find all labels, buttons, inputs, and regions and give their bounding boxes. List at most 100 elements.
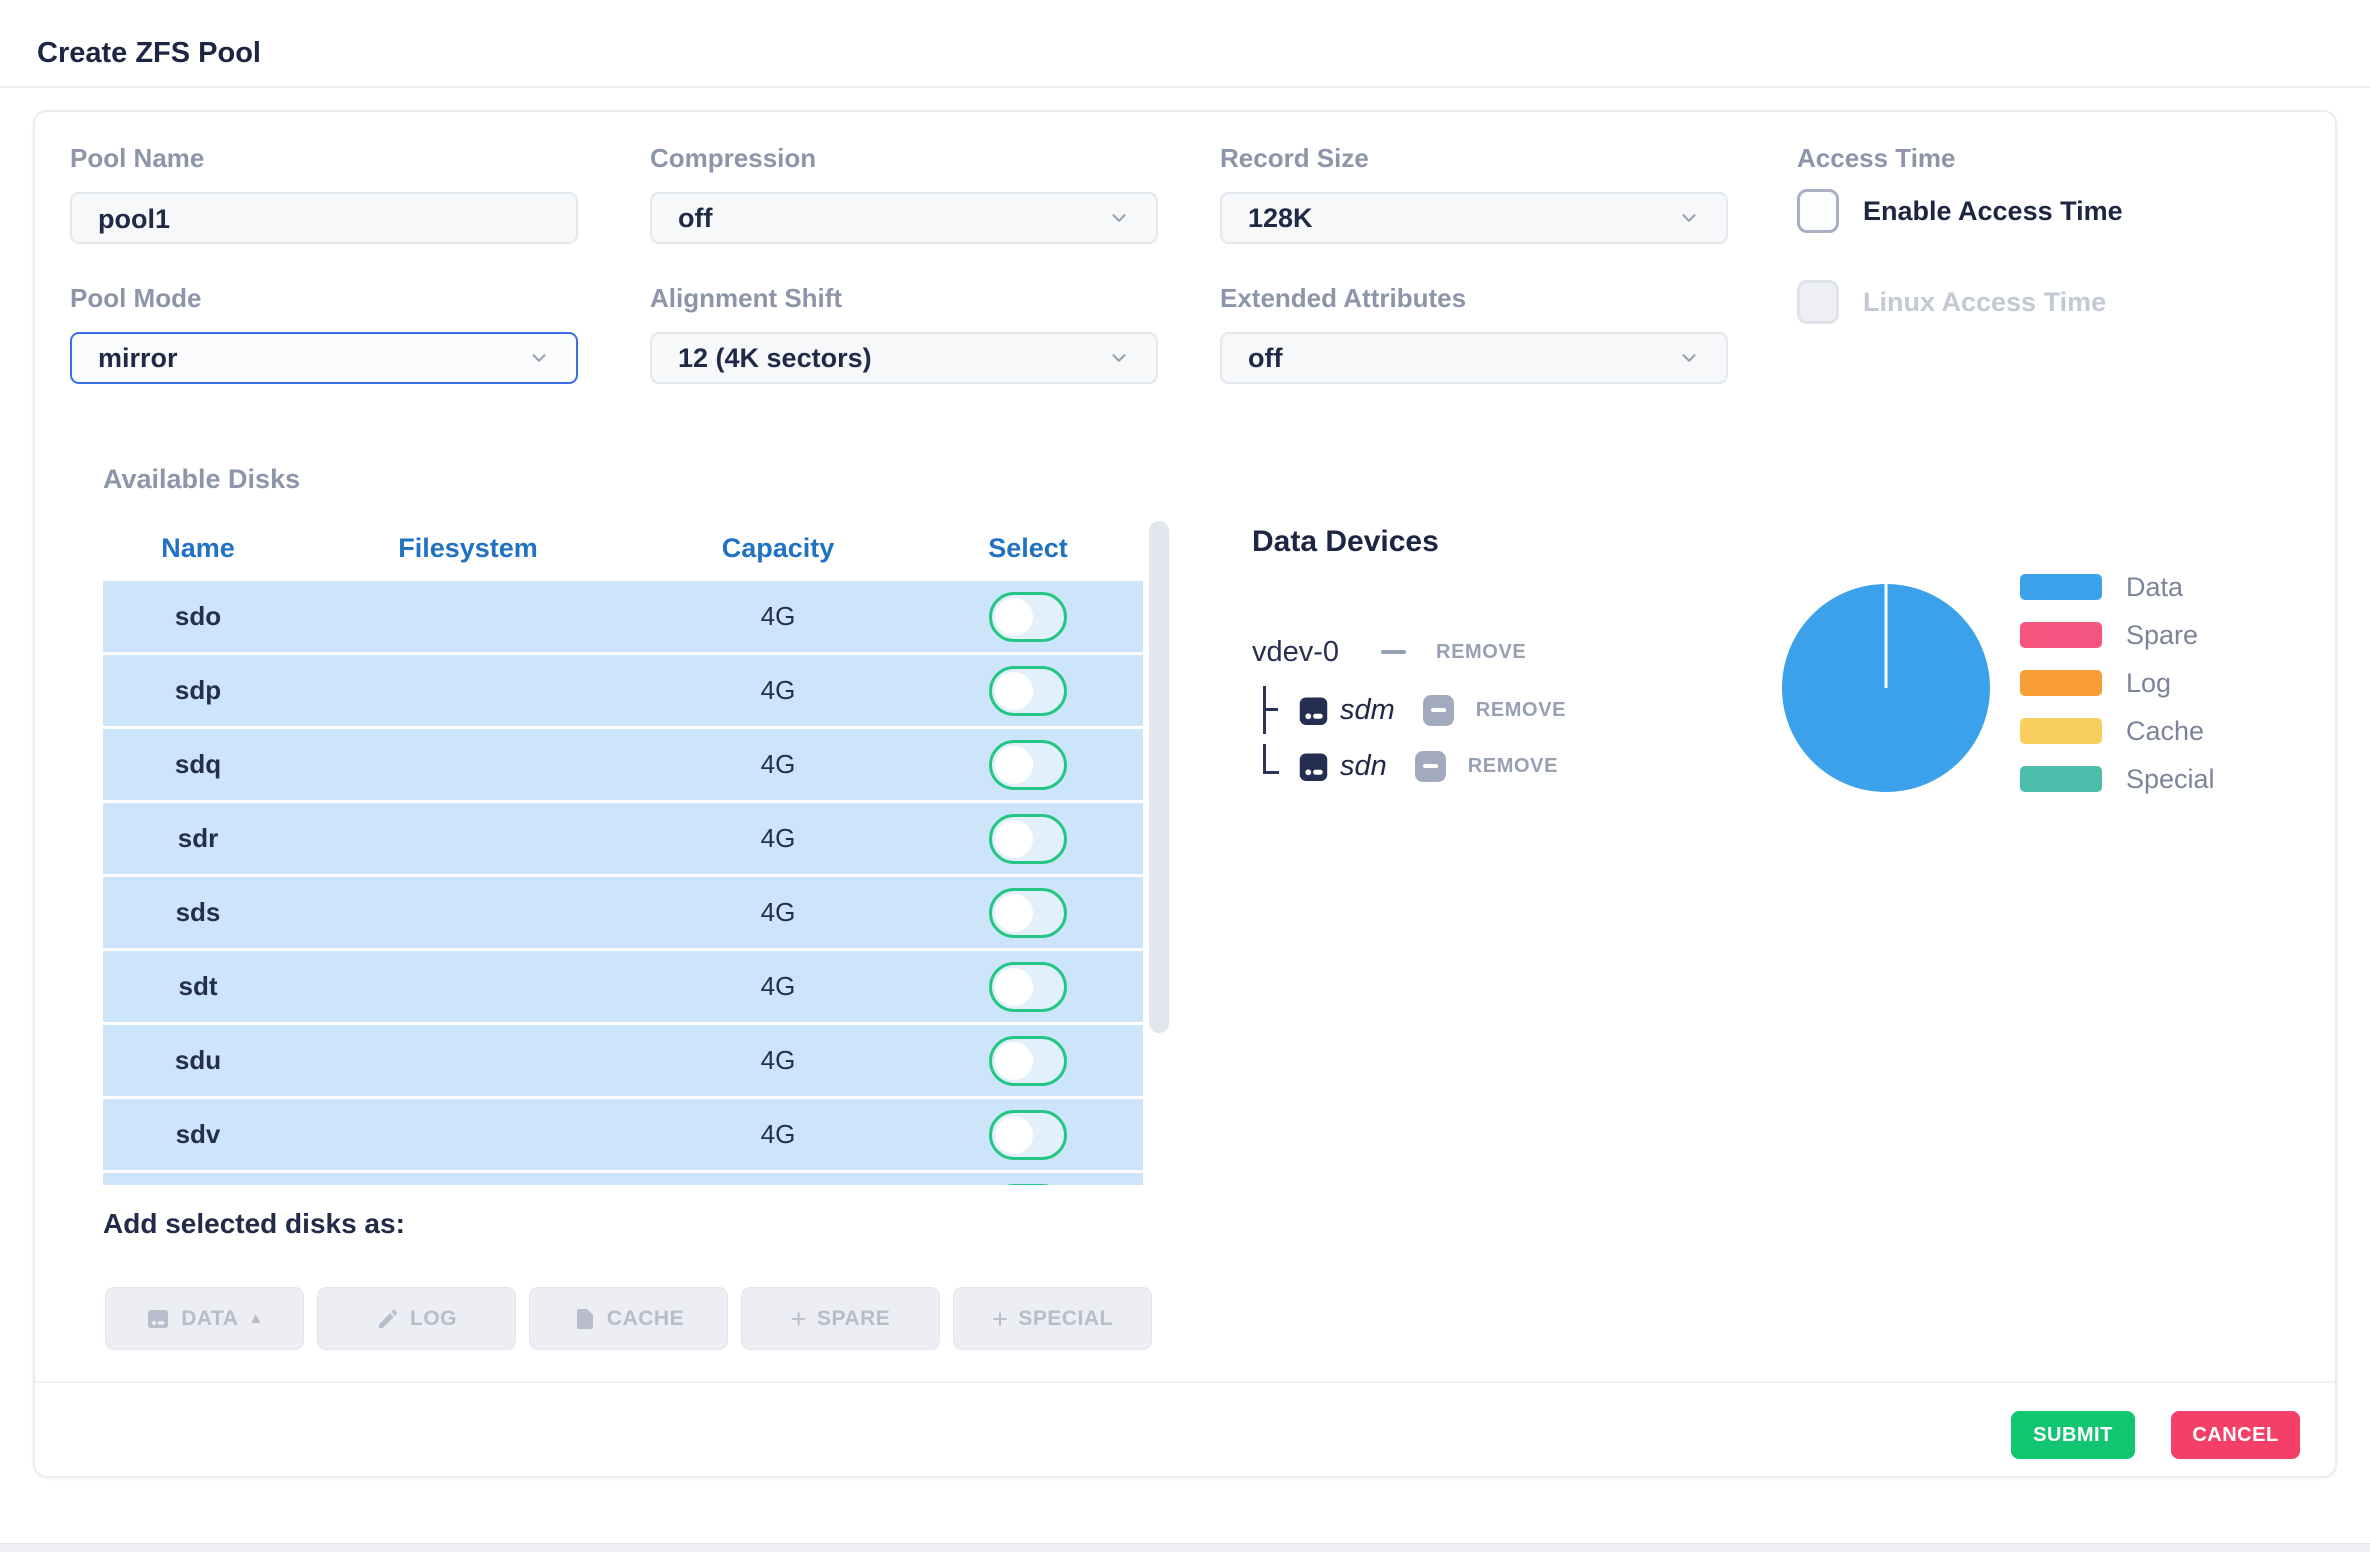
disk-name: sdq — [174, 749, 222, 779]
alignment-shift-select[interactable]: 12 (4K sectors) — [650, 332, 1158, 384]
disk-capacity: 4G — [760, 675, 796, 705]
vdev-disk-row: sdm REMOVE — [1263, 684, 1566, 736]
file-icon — [576, 1308, 593, 1329]
caret-up-icon: ▲ — [248, 1310, 264, 1327]
add-as-log-button[interactable]: LOG — [317, 1287, 516, 1350]
pool-mode-select[interactable]: mirror — [70, 332, 578, 384]
pool-mode-value: mirror — [98, 342, 178, 373]
disk-name: sdu — [174, 1045, 222, 1075]
pool-mode-field: Pool Mode mirror — [70, 283, 578, 384]
cancel-button[interactable]: CANCEL — [2171, 1411, 2300, 1459]
toggle-knob — [995, 671, 1033, 710]
access-time-label: Access Time — [1797, 143, 1956, 173]
add-as-cache-label: CACHE — [606, 1306, 685, 1330]
add-as-special-button[interactable]: + SPECIAL — [953, 1287, 1152, 1350]
minus-icon — [1422, 764, 1438, 768]
disk-capacity: 4G — [760, 1119, 796, 1149]
toggle-knob — [995, 745, 1033, 784]
toggle-knob — [995, 893, 1033, 932]
footer-divider — [35, 1381, 2335, 1383]
legend-item: Cache — [2020, 716, 2215, 746]
bottom-strip — [0, 1543, 2370, 1552]
remove-disk-minus-button[interactable] — [1414, 750, 1446, 782]
pool-name-input[interactable] — [70, 192, 578, 244]
disk-row: sdr 4G — [103, 803, 1143, 874]
chevron-down-icon — [1682, 214, 1696, 222]
add-as-button-row: DATA ▲ LOG CACHE + SPARE + SPECIAL — [105, 1287, 1152, 1350]
disk-select-toggle[interactable] — [989, 591, 1067, 642]
disk-select-toggle[interactable] — [989, 1109, 1067, 1160]
disk-capacity: 4G — [760, 971, 796, 1001]
minus-dash-icon — [1381, 650, 1407, 654]
legend-item: Spare — [2020, 619, 2215, 650]
toggle-knob — [995, 1041, 1033, 1080]
compression-label: Compression — [650, 143, 817, 173]
disk-select-toggle[interactable] — [989, 665, 1067, 716]
remove-disk-minus-button[interactable] — [1422, 694, 1454, 726]
disk-row: sdp 4G — [103, 655, 1143, 726]
remove-disk-button[interactable]: REMOVE — [1475, 698, 1567, 721]
remove-vdev-button[interactable]: REMOVE — [1436, 640, 1527, 663]
alignment-shift-label: Alignment Shift — [650, 283, 843, 313]
linux-access-time-row: Linux Access Time — [1797, 280, 2106, 324]
access-time-field: Access Time — [1797, 143, 2305, 173]
disk-name: sdp — [174, 675, 222, 705]
legend-item: Data — [2020, 572, 2215, 602]
disk-select-toggle[interactable] — [989, 1035, 1067, 1086]
alignment-shift-field: Alignment Shift 12 (4K sectors) — [650, 283, 1158, 384]
available-disks-table: Name Filesystem Capacity Select sdo 4G s… — [103, 519, 1169, 1185]
disk-capacity: 4G — [760, 601, 796, 631]
disk-select-toggle[interactable] — [989, 739, 1067, 790]
disk-table-body: sdo 4G sdp 4G sdq 4G sdr 4G sds 4G sdt 4… — [103, 581, 1143, 1185]
record-size-select[interactable]: 128K — [1220, 192, 1728, 244]
available-disks-label: Available Disks — [103, 464, 301, 494]
enable-access-time-checkbox[interactable] — [1797, 189, 1839, 233]
add-as-cache-button[interactable]: CACHE — [529, 1287, 728, 1350]
disk-name: sds — [175, 897, 221, 927]
remove-disk-button[interactable]: REMOVE — [1467, 754, 1559, 777]
disk-row: sds 4G — [103, 877, 1143, 948]
extended-attributes-value: off — [1248, 342, 1283, 373]
toggle-knob — [995, 819, 1033, 858]
minus-icon — [1430, 708, 1446, 712]
legend-swatch — [2020, 622, 2102, 648]
add-as-data-button[interactable]: DATA ▲ — [105, 1287, 304, 1350]
enable-access-time-row: Enable Access Time — [1797, 189, 2123, 233]
record-size-field: Record Size 128K — [1220, 143, 1728, 244]
disk-name: sdo — [174, 601, 222, 631]
add-as-log-label: LOG — [410, 1306, 457, 1330]
scrollbar-thumb[interactable] — [1149, 521, 1169, 1033]
disk-select-toggle[interactable] — [989, 887, 1067, 938]
chevron-down-icon — [1112, 214, 1126, 222]
add-as-spare-button[interactable]: + SPARE — [741, 1287, 940, 1350]
add-selected-disks-label: Add selected disks as: — [103, 1208, 405, 1239]
legend-label: Spare — [2126, 619, 2199, 650]
column-header-name: Name — [161, 533, 235, 563]
disk-name: sdv — [175, 1119, 221, 1149]
tree-branch-icon — [1263, 686, 1279, 734]
compression-select[interactable]: off — [650, 192, 1158, 244]
disk-select-toggle[interactable] — [989, 813, 1067, 864]
legend-item: Special — [2020, 763, 2215, 794]
vdev-disk-row: sdn REMOVE — [1263, 740, 1558, 792]
extended-attributes-select[interactable]: off — [1220, 332, 1728, 384]
disk-row: sdo 4G — [103, 581, 1143, 652]
disk-select-toggle[interactable] — [989, 1183, 1067, 1185]
chevron-down-icon — [532, 354, 546, 362]
disk-select-toggle[interactable] — [989, 961, 1067, 1012]
column-header-select: Select — [988, 533, 1068, 563]
legend-label: Special — [2126, 763, 2215, 794]
pencil-icon — [379, 1309, 398, 1328]
record-size-value: 128K — [1248, 202, 1313, 233]
header-divider — [0, 86, 2370, 88]
disk-name: sdt — [178, 971, 218, 1001]
create-zfs-pool-form-card: Pool Name Compression off Record Size 12… — [33, 110, 2337, 1478]
legend-swatch — [2020, 670, 2102, 696]
disk-table-scrollbar[interactable] — [1149, 521, 1169, 1181]
column-header-capacity: Capacity — [721, 533, 835, 563]
data-devices-title: Data Devices — [1252, 524, 1439, 558]
submit-button[interactable]: SUBMIT — [2011, 1411, 2135, 1459]
vdev-disk-name: sdn — [1340, 749, 1387, 782]
add-as-special-label: SPECIAL — [1018, 1306, 1113, 1330]
disk-capacity: 4G — [760, 897, 796, 927]
